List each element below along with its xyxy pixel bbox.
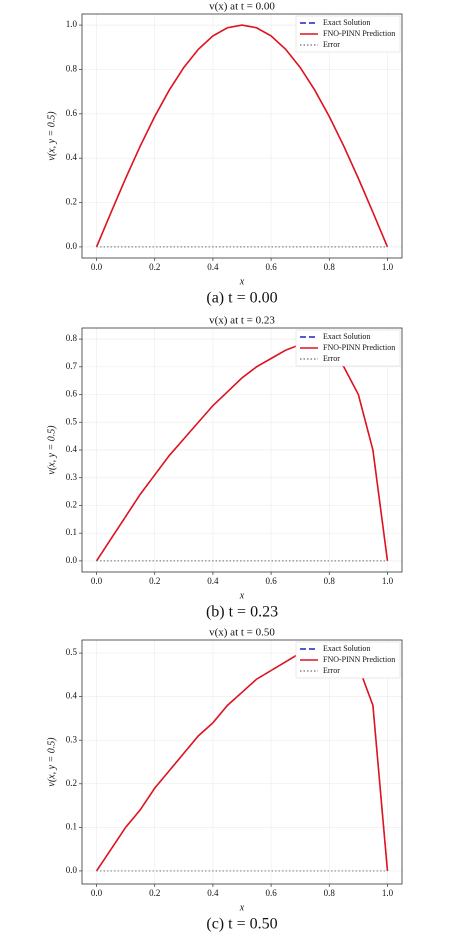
legend-label: FNO-PINN Prediction: [323, 655, 395, 664]
legend-label: Exact Solution: [323, 644, 370, 653]
x-tick-label: 0.2: [149, 888, 160, 898]
x-tick-label: 0.4: [207, 262, 219, 272]
chart-title: v(x) at t = 0.00: [209, 1, 275, 13]
y-axis-label: v(x, y = 0.5): [46, 111, 57, 161]
x-tick-label: 0.6: [265, 262, 277, 272]
y-tick-label: 0.4: [66, 444, 78, 454]
legend-label: FNO-PINN Prediction: [323, 29, 395, 38]
x-tick-label: 1.0: [382, 576, 394, 586]
y-tick-label: 0.7: [66, 361, 78, 371]
y-tick-label: 0.5: [66, 416, 78, 426]
y-tick-label: 0.6: [66, 389, 78, 399]
y-tick-label: 0.4: [66, 152, 78, 162]
plot-frame: [81, 327, 403, 573]
y-tick-label: 0.3: [66, 734, 78, 744]
y-tick-label: 0.2: [66, 778, 77, 788]
y-tick-label: 0.8: [66, 64, 78, 74]
x-tick-label: 0.0: [91, 576, 103, 586]
x-tick-label: 0.2: [149, 262, 160, 272]
y-tick-label: 0.1: [66, 821, 77, 831]
x-tick-label: 0.4: [207, 576, 219, 586]
legend-label: Exact Solution: [323, 332, 370, 341]
series-line: [96, 341, 389, 562]
x-tick-label: 0.6: [265, 888, 277, 898]
x-tick-label: 0.8: [324, 262, 336, 272]
plot-frame: [81, 639, 403, 885]
x-axis-label: x: [239, 902, 245, 913]
y-tick-label: 0.0: [66, 241, 78, 251]
y-tick-label: 0.0: [66, 555, 78, 565]
x-axis-label: x: [239, 590, 245, 601]
x-tick-label: 0.6: [265, 576, 277, 586]
caption: (c) t = 0.50: [206, 916, 277, 933]
x-tick-label: 0.8: [324, 888, 336, 898]
chart-title: v(x) at t = 0.50: [209, 627, 275, 639]
x-tick-label: 0.4: [207, 888, 219, 898]
caption: (a) t = 0.00: [206, 290, 277, 307]
x-tick-label: 0.2: [149, 576, 160, 586]
y-tick-label: 0.0: [66, 865, 78, 875]
x-tick-label: 1.0: [382, 888, 394, 898]
legend-label: Error: [323, 354, 340, 363]
legend-label: Error: [323, 666, 340, 675]
y-axis-label: v(x, y = 0.5): [46, 737, 57, 787]
series-line: [95, 24, 389, 248]
x-tick-label: 0.8: [324, 576, 336, 586]
x-axis-label: x: [239, 276, 245, 287]
y-tick-label: 0.3: [66, 472, 78, 482]
legend-label: Error: [323, 40, 340, 49]
y-tick-label: 1.0: [66, 19, 78, 29]
series-line: [95, 341, 389, 562]
y-tick-label: 0.8: [66, 333, 78, 343]
series-line: [95, 652, 389, 872]
y-axis-label: v(x, y = 0.5): [46, 425, 57, 475]
y-tick-label: 0.4: [66, 691, 78, 701]
series-line: [95, 24, 389, 248]
x-tick-label: 0.0: [91, 262, 103, 272]
y-tick-label: 0.5: [66, 647, 78, 657]
x-tick-label: 0.0: [91, 888, 103, 898]
y-tick-label: 0.2: [66, 197, 77, 207]
y-tick-label: 0.1: [66, 527, 77, 537]
x-tick-label: 1.0: [382, 262, 394, 272]
caption: (b) t = 0.23: [206, 604, 278, 621]
legend-label: FNO-PINN Prediction: [323, 343, 395, 352]
series-line: [96, 652, 389, 872]
y-tick-label: 0.2: [66, 500, 77, 510]
chart-title: v(x) at t = 0.23: [209, 315, 275, 327]
legend-label: Exact Solution: [323, 18, 370, 27]
y-tick-label: 0.6: [66, 108, 78, 118]
plot-frame: [81, 13, 403, 259]
